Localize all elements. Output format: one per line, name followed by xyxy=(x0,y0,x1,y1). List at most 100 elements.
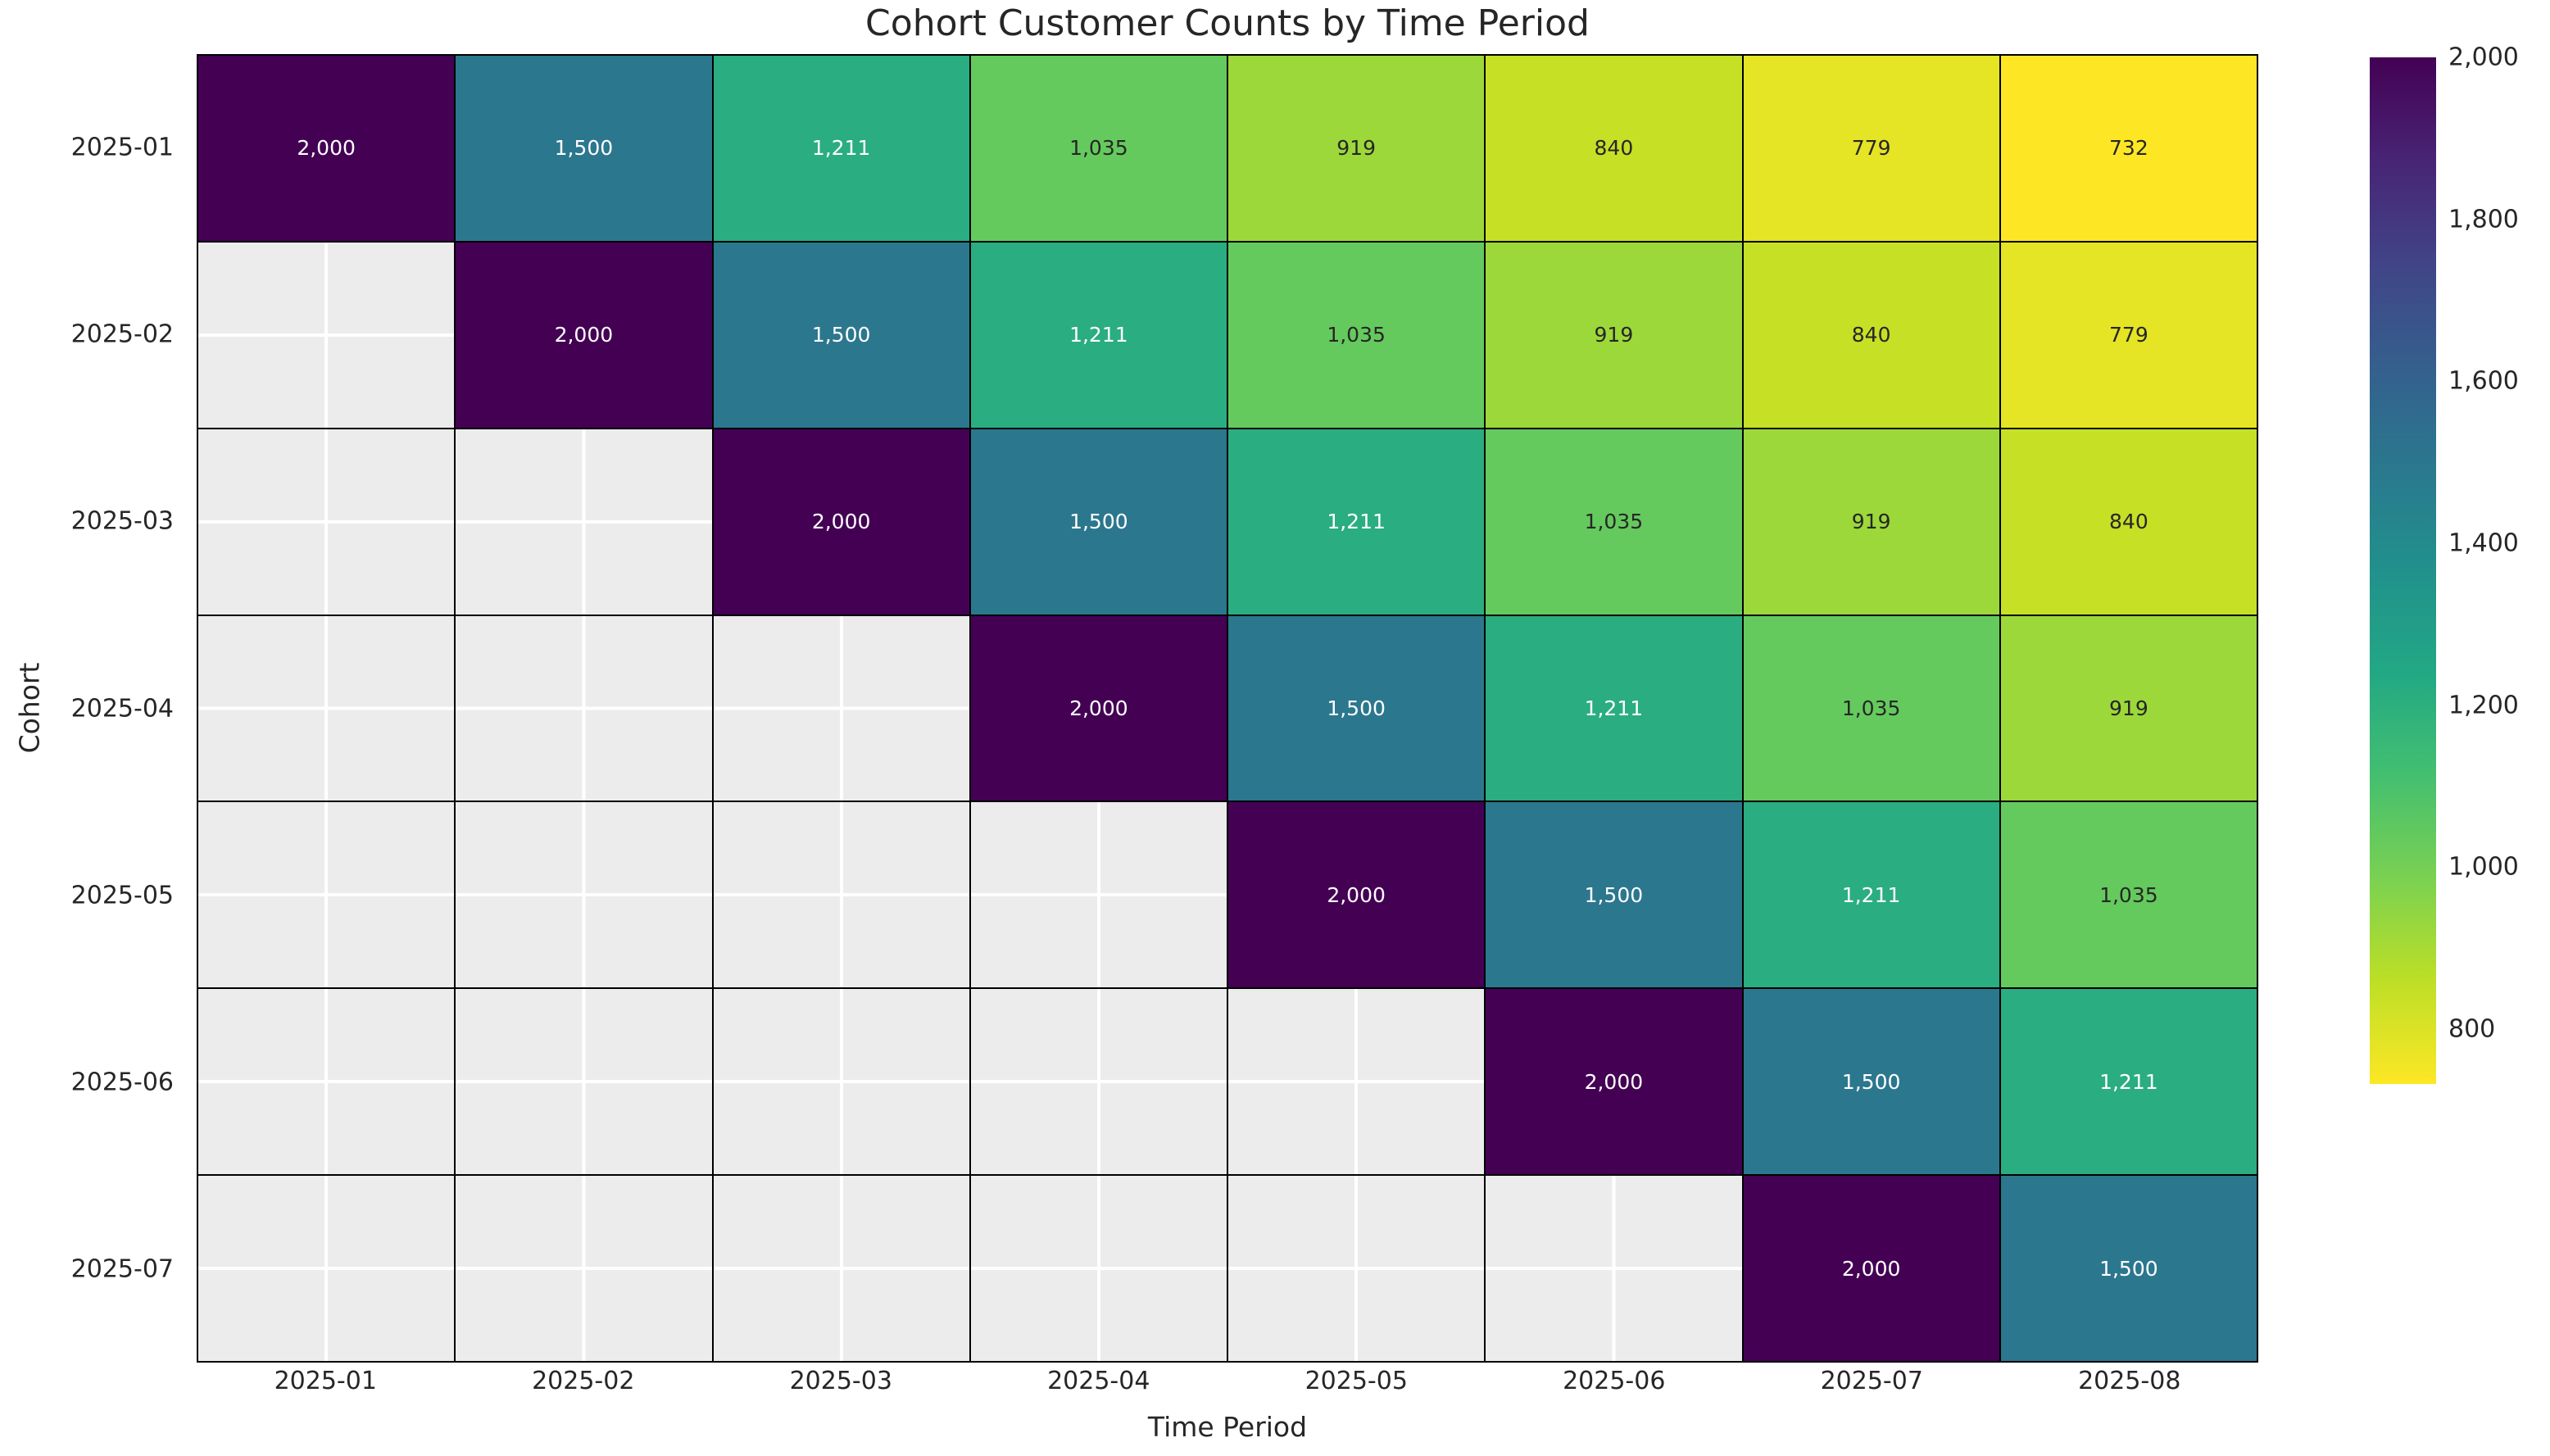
heatmap-cell: 2,000 xyxy=(1228,802,1485,988)
cell-value: 2,000 xyxy=(1841,1256,1901,1281)
cell-value: 2,000 xyxy=(811,510,871,534)
cell-value: 2,000 xyxy=(297,136,356,161)
heatmap-cell-empty xyxy=(198,615,455,801)
cell-value: 919 xyxy=(2109,696,2148,720)
colorbar xyxy=(2370,57,2436,1084)
colorbar-tick-label: 1,600 xyxy=(2448,366,2519,396)
heatmap-cell-empty xyxy=(1228,1176,1485,1361)
colorbar-tick-label: 1,400 xyxy=(2448,528,2519,558)
heatmap-cell-empty xyxy=(198,429,455,615)
heatmap-cell-empty xyxy=(713,989,969,1175)
x-tick-label: 2025-08 xyxy=(2078,1367,2181,1395)
colorbar-tick-label: 1,200 xyxy=(2448,691,2519,720)
x-tick-label: 2025-04 xyxy=(1047,1367,1150,1395)
heatmap-cell-empty xyxy=(456,989,712,1175)
cell-value: 2,000 xyxy=(554,323,614,347)
cell-value: 919 xyxy=(1594,323,1634,347)
cell-value: 1,035 xyxy=(1841,696,1901,720)
heatmap-cell-empty xyxy=(713,1176,969,1361)
heatmap-grid: 2,000 1,500 1,211 1,035 919 840 779 732 2,000 1,5… xyxy=(197,54,2258,1363)
heatmap-cell-empty xyxy=(198,989,455,1175)
heatmap-cell: 1,211 xyxy=(970,242,1227,428)
cell-value: 840 xyxy=(2109,510,2148,534)
heatmap-cell: 919 xyxy=(2000,615,2257,801)
cell-value: 1,035 xyxy=(2099,882,2158,907)
heatmap-cell: 2,000 xyxy=(713,429,969,615)
cell-value: 2,000 xyxy=(1584,1069,1644,1094)
cell-value: 2,000 xyxy=(1327,882,1386,907)
cell-value: 779 xyxy=(1851,136,1891,161)
colorbar-tick-label: 1,000 xyxy=(2448,852,2519,882)
cell-value: 1,500 xyxy=(811,323,871,347)
cell-value: 1,211 xyxy=(1584,696,1644,720)
cell-value: 919 xyxy=(1851,510,1891,534)
cell-value: 1,500 xyxy=(554,136,614,161)
colorbar-tick-label: 1,800 xyxy=(2448,205,2519,234)
cell-value: 1,500 xyxy=(1069,510,1128,534)
colorbar-tick-label: 2,000 xyxy=(2448,43,2519,72)
heatmap-cell-empty xyxy=(713,802,969,988)
heatmap-cell: 1,035 xyxy=(1743,615,1999,801)
heatmap-cell: 840 xyxy=(1486,56,1742,241)
y-tick-label: 2025-04 xyxy=(70,694,174,723)
x-tick-label: 2025-03 xyxy=(789,1367,892,1395)
cell-value: 1,500 xyxy=(1584,882,1644,907)
x-tick-label: 2025-02 xyxy=(532,1367,635,1395)
cell-value: 840 xyxy=(1594,136,1634,161)
heatmap-cell: 2,000 xyxy=(970,615,1227,801)
y-tick-label: 2025-01 xyxy=(70,133,174,162)
heatmap-cell: 2,000 xyxy=(198,56,455,241)
heatmap-cell: 840 xyxy=(1743,242,1999,428)
heatmap-cell: 1,500 xyxy=(1743,989,1999,1175)
x-tick-label: 2025-06 xyxy=(1563,1367,1666,1395)
heatmap-cell: 1,035 xyxy=(970,56,1227,241)
heatmap-cell-empty xyxy=(198,242,455,428)
cell-value: 779 xyxy=(2109,323,2148,347)
heatmap-cell-empty xyxy=(1486,1176,1742,1361)
colorbar-tick-label: 800 xyxy=(2448,1014,2496,1044)
y-tick-label: 2025-02 xyxy=(70,320,174,349)
heatmap-cell-empty xyxy=(198,1176,455,1361)
heatmap-cell: 1,211 xyxy=(1228,429,1485,615)
heatmap-cell-empty xyxy=(970,989,1227,1175)
cell-value: 1,035 xyxy=(1327,323,1386,347)
heatmap-cell: 1,211 xyxy=(2000,989,2257,1175)
cell-value: 1,211 xyxy=(1327,510,1386,534)
cell-value: 1,500 xyxy=(2099,1256,2158,1281)
heatmap-cell: 919 xyxy=(1743,429,1999,615)
y-tick-label: 2025-06 xyxy=(70,1068,174,1097)
heatmap-cell: 840 xyxy=(2000,429,2257,615)
cell-value: 1,211 xyxy=(811,136,871,161)
heatmap-cell: 1,500 xyxy=(1486,802,1742,988)
cell-value: 2,000 xyxy=(1069,696,1128,720)
x-tick-label: 2025-07 xyxy=(1820,1367,1923,1395)
x-tick-label: 2025-01 xyxy=(274,1367,377,1395)
heatmap-cell: 1,500 xyxy=(456,56,712,241)
heatmap-cell-empty xyxy=(456,802,712,988)
heatmap-cell-empty xyxy=(1228,989,1485,1175)
heatmap-cell-empty xyxy=(713,615,969,801)
cell-value: 1,211 xyxy=(1069,323,1128,347)
heatmap-cell-empty xyxy=(456,1176,712,1361)
heatmap-cell: 779 xyxy=(1743,56,1999,241)
heatmap-cell: 2,000 xyxy=(1486,989,1742,1175)
heatmap-cell: 2,000 xyxy=(456,242,712,428)
chart-title: Cohort Customer Counts by Time Period xyxy=(865,2,1590,44)
heatmap-cell-empty xyxy=(456,615,712,801)
heatmap-cell-empty xyxy=(456,429,712,615)
cell-value: 1,035 xyxy=(1069,136,1128,161)
cell-value: 732 xyxy=(2109,136,2148,161)
heatmap-cell-empty xyxy=(970,1176,1227,1361)
heatmap-cell: 1,500 xyxy=(2000,1176,2257,1361)
heatmap-cell-empty xyxy=(970,802,1227,988)
heatmap-cell: 1,500 xyxy=(713,242,969,428)
cell-value: 1,211 xyxy=(2099,1069,2158,1094)
heatmap-cell: 2,000 xyxy=(1743,1176,1999,1361)
x-axis: 2025-01 2025-02 2025-03 2025-04 2025-05 2025-… xyxy=(197,1367,2258,1403)
cell-value: 1,500 xyxy=(1327,696,1386,720)
heatmap-cell-empty xyxy=(198,802,455,988)
x-tick-label: 2025-05 xyxy=(1304,1367,1408,1395)
heatmap-cell: 1,211 xyxy=(713,56,969,241)
cell-value: 840 xyxy=(1851,323,1891,347)
colorbar-ticks: 2,000 1,800 1,600 1,400 1,200 1,000 800 xyxy=(2448,43,2550,1084)
